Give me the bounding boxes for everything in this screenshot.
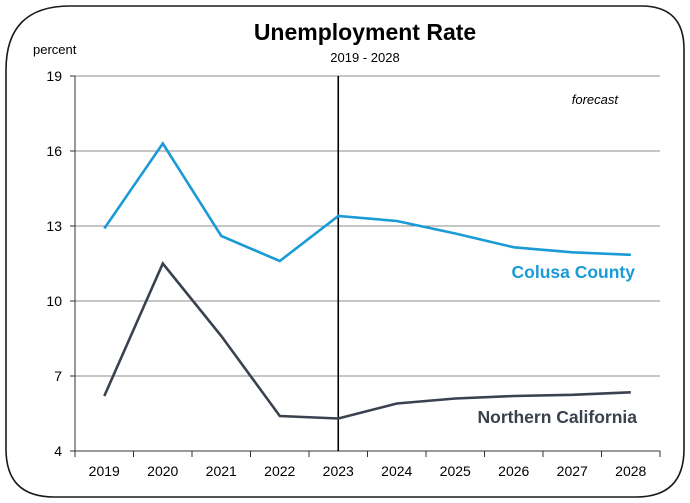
series-label-1: Northern California	[478, 407, 638, 427]
series-lines	[103, 141, 631, 420]
y-tick-label: 19	[46, 68, 62, 84]
gridlines	[75, 75, 660, 377]
forecast-annotation: forecast	[572, 92, 620, 107]
y-tick-labels: 4 7 10 13 16 19	[46, 68, 62, 459]
chart-title: Unemployment Rate	[254, 19, 476, 45]
axes	[70, 75, 661, 457]
y-tick-label: 13	[46, 218, 62, 234]
series-line-1	[103, 261, 631, 420]
x-tick-label: 2027	[557, 463, 588, 479]
y-axis-label: percent	[33, 42, 77, 57]
x-tick-label: 2026	[498, 463, 529, 479]
y-tick-label: 7	[54, 368, 62, 384]
x-tick-label: 2020	[147, 463, 178, 479]
series-line-0	[103, 141, 631, 263]
x-tick-label: 2024	[381, 463, 412, 479]
y-tick-label: 4	[54, 443, 62, 459]
y-tick-label: 16	[46, 143, 62, 159]
x-tick-label: 2019	[89, 463, 120, 479]
y-tick-label: 10	[46, 293, 62, 309]
x-tick-label: 2023	[323, 463, 354, 479]
x-tick-label: 2021	[206, 463, 237, 479]
x-tick-label: 2028	[615, 463, 646, 479]
x-tick-labels: 2019 2020 2021 2022 2023 2024 2025 2026 2027 2028	[89, 463, 647, 479]
x-tick-label: 2022	[264, 463, 295, 479]
x-tick-label: 2025	[440, 463, 471, 479]
series-labels: Colusa County Northern California	[478, 262, 638, 427]
chart-subtitle: 2019 - 2028	[330, 50, 399, 65]
series-label-0: Colusa County	[512, 262, 636, 282]
chart-frame	[5, 5, 685, 498]
